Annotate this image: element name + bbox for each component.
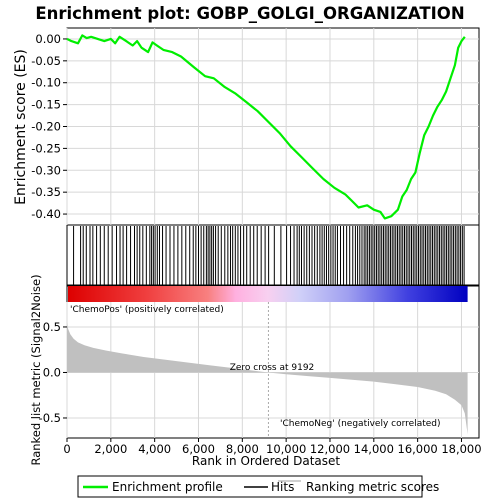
es-grid — [66, 28, 479, 225]
metric-y-axis: 0.5 0.0 -0.5 — [39, 320, 67, 425]
enrichment-profile-line — [66, 34, 466, 220]
x-tick-label: 10,000 — [266, 442, 306, 456]
legend-profile-label: Enrichment profile — [112, 480, 223, 494]
x-tick-label: 8,000 — [226, 442, 259, 456]
x-tick-label: 4,000 — [138, 442, 171, 456]
x-tick-label: 0 — [63, 442, 70, 456]
x-tick-label: 2,000 — [94, 442, 127, 456]
x-tick-label: 14,000 — [354, 442, 394, 456]
es-y-axis: 0.00 -0.05 -0.10 -0.15 -0.20 -0.25 -0.30 -0.35 -… — [31, 32, 67, 221]
negative-label: 'ChemoNeg' (negatively correlated) — [280, 419, 441, 429]
es-points — [66, 35, 465, 219]
es-y-tick-label: -0.20 — [31, 120, 61, 134]
es-y-tick-label: -0.40 — [31, 207, 61, 221]
chart-title: Enrichment plot: GOBP_GOLGI_ORGANIZATION — [35, 4, 464, 23]
es-y-tick-label: 0.00 — [35, 32, 61, 46]
hits-plot-frame — [66, 224, 480, 286]
es-y-tick-label: -0.05 — [31, 54, 61, 68]
legend-hits-label: Hits — [271, 480, 294, 494]
es-y-tick-label: -0.35 — [31, 185, 61, 199]
zero-cross-label: Zero cross at 9192 — [230, 363, 315, 373]
es-y-tick-label: -0.10 — [31, 76, 61, 90]
x-tick-label: 16,000 — [398, 442, 438, 456]
metric-y-tick-label: -0.5 — [39, 411, 61, 425]
es-y-tick-label: -0.25 — [31, 141, 61, 155]
rank-color-bar — [68, 286, 468, 302]
metric-y-tick-label: 0.5 — [43, 320, 61, 334]
hit-markers — [73, 226, 465, 285]
es-y-tick-label: -0.15 — [31, 98, 61, 112]
metric-y-tick-label: 0.0 — [43, 365, 61, 379]
x-tick-label: 18,000 — [441, 442, 481, 456]
positive-label: 'ChemoPos' (positively correlated) — [70, 305, 224, 315]
es-y-axis-label: Enrichment score (ES) — [13, 49, 29, 205]
legend-metric-label: Ranking metric scores — [306, 480, 439, 494]
ranking-metric-area — [67, 322, 468, 435]
x-axis: 0 2,000 4,000 6,000 8,000 10,000 12,000 14,000 1… — [63, 438, 482, 456]
x-tick-label: 12,000 — [310, 442, 350, 456]
x-axis-label: Rank in Ordered Dataset — [192, 454, 340, 468]
es-y-tick-label: -0.30 — [31, 163, 61, 177]
x-tick-label: 6,000 — [182, 442, 215, 456]
metric-y-axis-label: Ranked list metric (Signal2Noise) — [29, 274, 43, 465]
